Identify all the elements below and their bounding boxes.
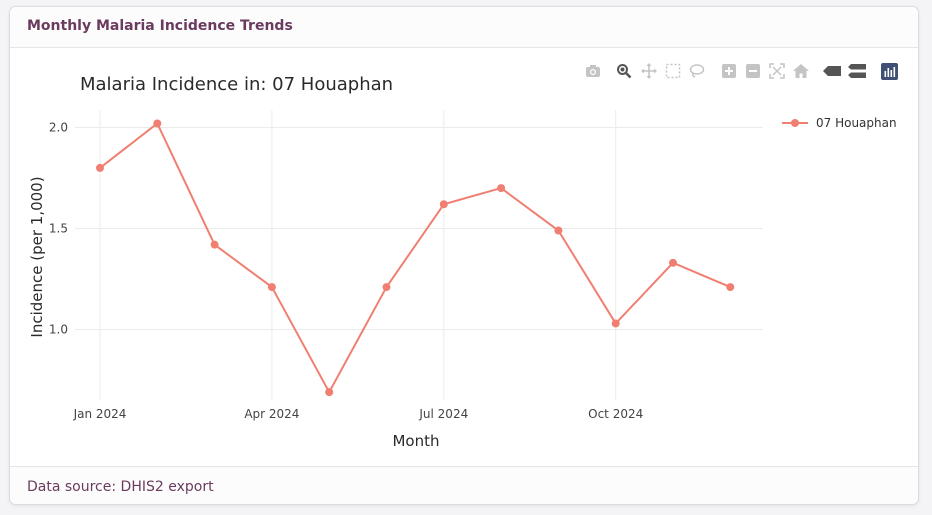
chart-card: Monthly Malaria Incidence Trends Malaria… — [9, 6, 919, 505]
pan-icon[interactable] — [640, 62, 658, 80]
data-point[interactable] — [210, 240, 219, 249]
x-tick-label: Apr 2024 — [244, 407, 299, 421]
hover-closest-icon[interactable] — [823, 62, 841, 80]
data-point[interactable] — [497, 184, 506, 193]
data-point[interactable] — [611, 319, 620, 328]
y-tick-label: 1.5 — [49, 222, 68, 236]
data-point[interactable] — [325, 388, 334, 397]
zoom-in-icon[interactable] — [720, 62, 738, 80]
data-point[interactable] — [726, 283, 735, 292]
x-tick-label: Oct 2024 — [588, 407, 643, 421]
zoom-out-icon[interactable] — [744, 62, 762, 80]
data-source-note: Data source: DHIS2 export — [27, 479, 214, 495]
y-tick-label: 1.0 — [49, 323, 68, 337]
card-title: Monthly Malaria Incidence Trends — [27, 18, 293, 34]
data-point[interactable] — [554, 226, 563, 235]
data-point[interactable] — [267, 283, 276, 292]
data-point[interactable] — [439, 200, 448, 209]
data-point[interactable] — [669, 258, 677, 267]
legend-marker — [782, 119, 808, 127]
legend[interactable]: 07 Houaphan — [780, 116, 897, 130]
y-tick-label: 2.0 — [49, 121, 68, 135]
plot-modebar — [0, 62, 932, 86]
chart-title: Malaria Incidence in: 07 Houaphan — [80, 74, 394, 95]
data-point[interactable] — [96, 163, 104, 172]
zoom-icon[interactable] — [615, 62, 633, 80]
plotly-logo-icon[interactable] — [880, 62, 898, 80]
lasso-icon[interactable] — [688, 62, 706, 80]
reset-axes-icon[interactable] — [792, 62, 810, 80]
series-layer[interactable] — [96, 119, 735, 397]
data-point[interactable] — [382, 283, 391, 292]
autoscale-icon[interactable] — [768, 62, 786, 80]
x-tick-label: Jul 2024 — [418, 407, 468, 421]
grid-lines — [75, 110, 763, 400]
card-header: Monthly Malaria Incidence Trends — [10, 7, 918, 48]
x-axis-ticks: Jan 2024 Apr 2024 Jul 2024 Oct 2024 — [73, 407, 644, 421]
x-axis-label: Month — [392, 432, 439, 450]
y-axis-ticks: 1.0 1.5 2.0 — [49, 121, 68, 337]
box-select-icon[interactable] — [664, 62, 682, 80]
legend-label: 07 Houaphan — [816, 116, 897, 130]
data-point[interactable] — [153, 119, 162, 128]
hover-compare-icon[interactable] — [848, 62, 866, 80]
y-axis-label: Incidence (per 1,000) — [28, 176, 46, 337]
card-footer: Data source: DHIS2 export — [10, 466, 918, 504]
series-line — [99, 122, 731, 394]
camera-icon[interactable] — [584, 62, 602, 80]
x-tick-label: Jan 2024 — [73, 407, 127, 421]
